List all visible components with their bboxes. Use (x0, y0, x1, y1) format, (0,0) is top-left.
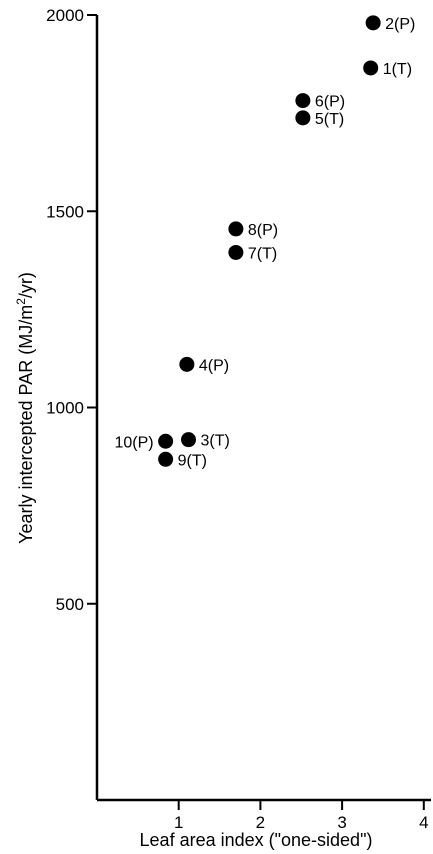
data-point (181, 432, 197, 448)
data-point (365, 15, 381, 31)
x-ticks: 1 2 3 4 (174, 800, 429, 832)
data-point (363, 60, 379, 76)
y-axis-title-end: /yr) (16, 272, 36, 298)
data-point (228, 244, 244, 260)
data-point-label: 9(T) (178, 452, 207, 469)
data-point-label: 8(P) (248, 222, 278, 239)
data-point-label: 2(P) (385, 16, 415, 33)
data-point-label: 10(P) (115, 434, 154, 451)
data-point-label: 5(T) (315, 111, 344, 128)
data-point (158, 451, 174, 467)
data-point (179, 356, 195, 372)
x-tick-label: 3 (337, 813, 346, 832)
data-point (228, 221, 244, 237)
y-tick-label: 1500 (46, 202, 84, 221)
data-point (158, 433, 174, 449)
x-tick-label: 4 (419, 813, 428, 832)
y-ticks: 500 1000 1500 2000 (46, 6, 97, 614)
x-tick-label: 1 (174, 813, 183, 832)
y-tick-label: 2000 (46, 6, 84, 25)
x-axis-title: Leaf area index ("one-sided") (140, 830, 373, 850)
data-points: 1(T) 2(P) 3(T) 4(P) 5(T)6(P) 7(T) 8(P) 9(T) 10(P… (115, 15, 415, 469)
data-point (295, 110, 311, 126)
y-axis-title: Yearly intercepted PAR (MJ/m2/yr) (14, 272, 36, 544)
data-point-label: 3(T) (201, 433, 230, 450)
y-tick-label: 500 (56, 595, 84, 614)
data-point-label: 1(T) (383, 61, 412, 78)
y-tick-label: 1000 (46, 399, 84, 418)
data-point (295, 93, 311, 109)
axes (95, 15, 431, 802)
y-axis-title-main: Yearly intercepted PAR (MJ/m (16, 305, 36, 544)
x-tick-label: 2 (256, 813, 265, 832)
y-axis-title-superscript: 2 (14, 298, 28, 305)
data-point-label: 6(P) (315, 94, 345, 111)
data-point-label: 4(P) (199, 357, 229, 374)
data-point-label: 7(T) (248, 245, 277, 262)
